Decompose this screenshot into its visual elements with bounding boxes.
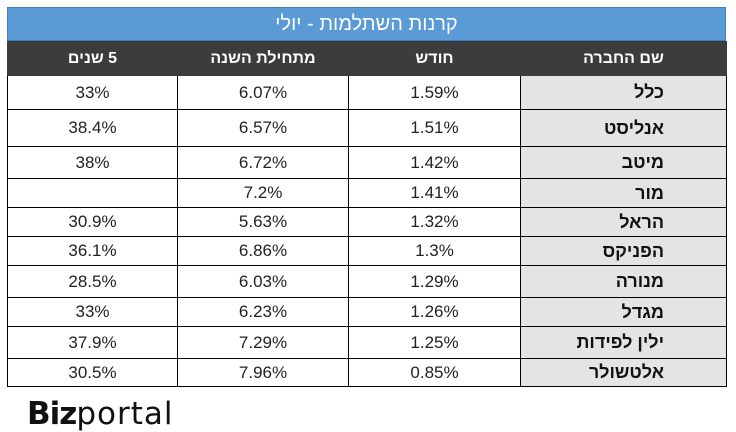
header-ytd: מתחילת השנה xyxy=(177,41,349,76)
cell-month: 1.29% xyxy=(348,265,521,298)
cell-month: 0.85% xyxy=(348,358,521,387)
header-row: 5 שנים מתחילת השנה חודש שם החברה xyxy=(7,41,727,76)
cell-company: ילין לפידות xyxy=(520,326,727,359)
cell-ytd: 6.57% xyxy=(177,109,349,147)
header-company: שם החברה xyxy=(520,41,727,76)
table-row: 28.5% 6.03% 1.29% מנורה xyxy=(7,265,727,298)
cell-ytd: 7.96% xyxy=(177,358,349,387)
cell-ytd: 7.2% xyxy=(177,178,349,208)
table-row: 33% 6.07% 1.59% כלל xyxy=(7,75,727,110)
cell-month: 1.26% xyxy=(348,297,521,327)
cell-company: מנורה xyxy=(520,265,727,298)
header-5-years: 5 שנים xyxy=(7,41,178,76)
cell-month: 1.42% xyxy=(348,146,521,179)
cell-5-years: 33% xyxy=(7,297,178,327)
cell-5-years: 36.1% xyxy=(7,236,178,266)
cell-ytd: 6.86% xyxy=(177,236,349,266)
cell-company: מור xyxy=(520,178,727,208)
table-row: 38.4% 6.57% 1.51% אנליסט xyxy=(7,109,727,147)
returns-table: 5 שנים מתחילת השנה חודש שם החברה 33% 6.0… xyxy=(7,41,727,387)
cell-month: 1.25% xyxy=(348,326,521,359)
table-row: 37.9% 7.29% 1.25% ילין לפידות xyxy=(7,326,727,359)
cell-5-years: 38% xyxy=(7,146,178,179)
cell-5-years: 37.9% xyxy=(7,326,178,359)
cell-company: מגדל xyxy=(520,297,727,327)
cell-5-years: 30.5% xyxy=(7,358,178,387)
cell-company: הפניקס xyxy=(520,236,727,266)
logo-portal: portal xyxy=(76,396,174,432)
table-title: קרנות השתלמות - יולי xyxy=(7,7,726,41)
cell-ytd: 6.03% xyxy=(177,265,349,298)
cell-5-years: 33% xyxy=(7,75,178,110)
table-row: 36.1% 6.86% 1.3% הפניקס xyxy=(7,236,727,266)
cell-month: 1.3% xyxy=(348,236,521,266)
funds-table-container: קרנות השתלמות - יולי 5 שנים מתחילת השנה … xyxy=(7,7,727,387)
cell-5-years: 38.4% xyxy=(7,109,178,147)
table-row: 30.5% 7.96% 0.85% אלטשולר xyxy=(7,358,727,387)
cell-5-years xyxy=(7,178,178,208)
cell-5-years: 30.9% xyxy=(7,207,178,237)
table-row: 30.9% 5.63% 1.32% הראל xyxy=(7,207,727,237)
cell-5-years: 28.5% xyxy=(7,265,178,298)
cell-ytd: 6.07% xyxy=(177,75,349,110)
bizportal-logo: Biz portal xyxy=(27,396,174,432)
cell-ytd: 7.29% xyxy=(177,326,349,359)
cell-company: הראל xyxy=(520,207,727,237)
cell-ytd: 5.63% xyxy=(177,207,349,237)
cell-month: 1.41% xyxy=(348,178,521,208)
cell-month: 1.51% xyxy=(348,109,521,147)
cell-ytd: 6.23% xyxy=(177,297,349,327)
cell-month: 1.32% xyxy=(348,207,521,237)
table-row: 7.2% 1.41% מור xyxy=(7,178,727,208)
cell-company: כלל xyxy=(520,75,727,110)
cell-ytd: 6.72% xyxy=(177,146,349,179)
cell-company: מיטב xyxy=(520,146,727,179)
logo-biz: Biz xyxy=(27,396,77,432)
cell-company: אלטשולר xyxy=(520,358,727,387)
cell-company: אנליסט xyxy=(520,109,727,147)
header-month: חודש xyxy=(348,41,521,76)
cell-month: 1.59% xyxy=(348,75,521,110)
table-row: 33% 6.23% 1.26% מגדל xyxy=(7,297,727,327)
table-row: 38% 6.72% 1.42% מיטב xyxy=(7,146,727,179)
